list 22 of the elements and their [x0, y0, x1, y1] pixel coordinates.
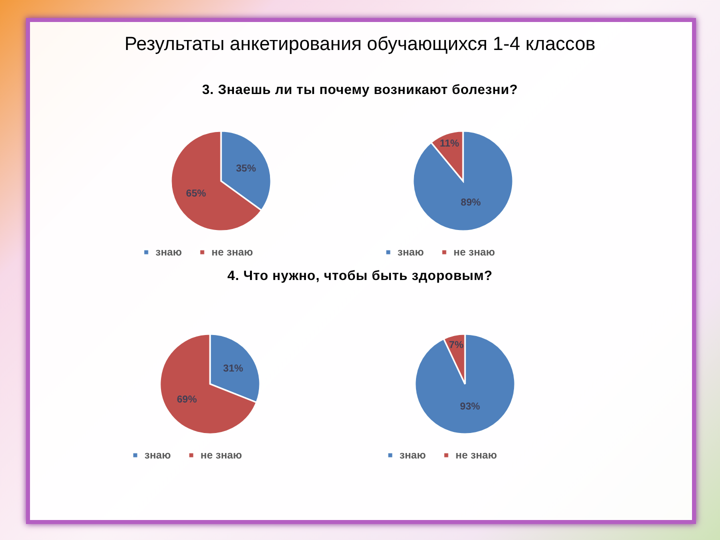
data-label: 7%: [449, 340, 464, 351]
legend-label: не знаю: [200, 449, 242, 462]
data-label: 35%: [236, 163, 256, 174]
data-label: 31%: [223, 363, 244, 374]
legend-label: знаю: [144, 449, 171, 462]
text: 4. Что нужно, чтобы быть здоровым?: [226, 268, 494, 283]
text: Результаты анкетирования обучающихся 1-4 классов: [123, 34, 597, 56]
pie-slice: [414, 333, 516, 435]
data-label: 93%: [460, 401, 480, 412]
data-label: 65%: [186, 188, 206, 200]
pie-slice: [412, 130, 514, 232]
data-label: 69%: [176, 394, 197, 406]
legend-label: знаю: [156, 246, 182, 258]
legend-label: не знаю: [456, 449, 497, 462]
legend-label: не знаю: [454, 246, 495, 258]
legend-label: не знаю: [212, 246, 253, 258]
pie-slice: [159, 333, 258, 435]
legend-label: знаю: [398, 246, 424, 258]
data-label: 11%: [440, 138, 460, 150]
data-label: 89%: [460, 198, 481, 209]
legend-label: знаю: [400, 449, 426, 462]
text: 3. Знаешь ли ты почему возникают болезни?: [201, 82, 519, 97]
